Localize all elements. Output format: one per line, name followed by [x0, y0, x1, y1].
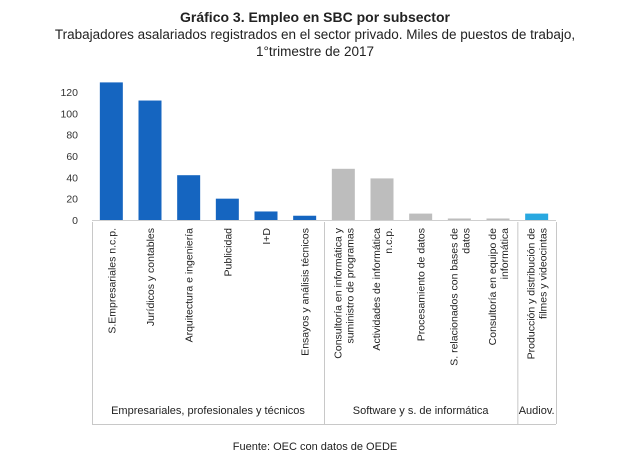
x-tick-label: S. relacionados con bases dedatos	[448, 228, 472, 366]
y-tick-label: 80	[66, 130, 78, 142]
y-tick-label: 20	[66, 194, 78, 206]
x-tick-label: Arquitectura e ingeniería	[184, 228, 196, 343]
group-label: Empresariales, profesionales y técnicos	[111, 405, 305, 417]
bar	[138, 100, 162, 220]
x-tick-label: S.Empresariales n.c.p.	[106, 228, 118, 334]
bar	[331, 168, 355, 220]
chart-subtitle: Trabajadores asalariados registrados en …	[54, 27, 576, 59]
y-tick-label: 40	[66, 172, 78, 184]
bar	[177, 175, 201, 220]
bar	[525, 213, 549, 220]
x-tick-label: Procesamiento de datos	[416, 228, 428, 341]
bar	[370, 178, 394, 220]
bar	[447, 218, 471, 220]
chart-title: Gráfico 3. Empleo en SBC por subsector	[180, 9, 450, 25]
bar	[486, 218, 510, 220]
y-tick-label: 0	[72, 215, 78, 227]
bar	[215, 198, 239, 220]
group-label: Software y s. de informática	[353, 405, 490, 417]
y-tick-label: 120	[60, 87, 78, 99]
x-tick-label: Jurídicos y contables	[145, 228, 157, 326]
x-tick-label: Consultoría en informática ysuministro d…	[332, 227, 356, 358]
bar-chart: 0 20 40 60 80 100 120 S.Empresariales n.c.p. Jur…	[60, 82, 557, 425]
bar	[99, 82, 123, 221]
y-tick-label: 100	[60, 108, 78, 120]
y-tick-label: 60	[66, 151, 78, 163]
x-tick-label: Publicidad	[222, 228, 234, 277]
x-tick-label: Consultoría en equipo deinformática	[487, 228, 511, 345]
bar	[409, 213, 433, 220]
chart-header: Gráfico 3. Empleo en SBC por subsector T…	[0, 8, 630, 60]
chart-source: Fuente: OEC con datos de OEDE	[232, 441, 398, 453]
x-tick-label: Producción y distribución defilmes y vid…	[526, 228, 550, 359]
bar	[254, 211, 278, 220]
x-tick-label: Ensayos y análisis técnicos	[300, 228, 312, 356]
group-label: Audiov.	[519, 405, 555, 417]
x-tick-label: Actividades de informátican.c.p.	[371, 228, 395, 351]
x-tick-label: I+D	[261, 228, 273, 245]
bar	[293, 215, 317, 220]
